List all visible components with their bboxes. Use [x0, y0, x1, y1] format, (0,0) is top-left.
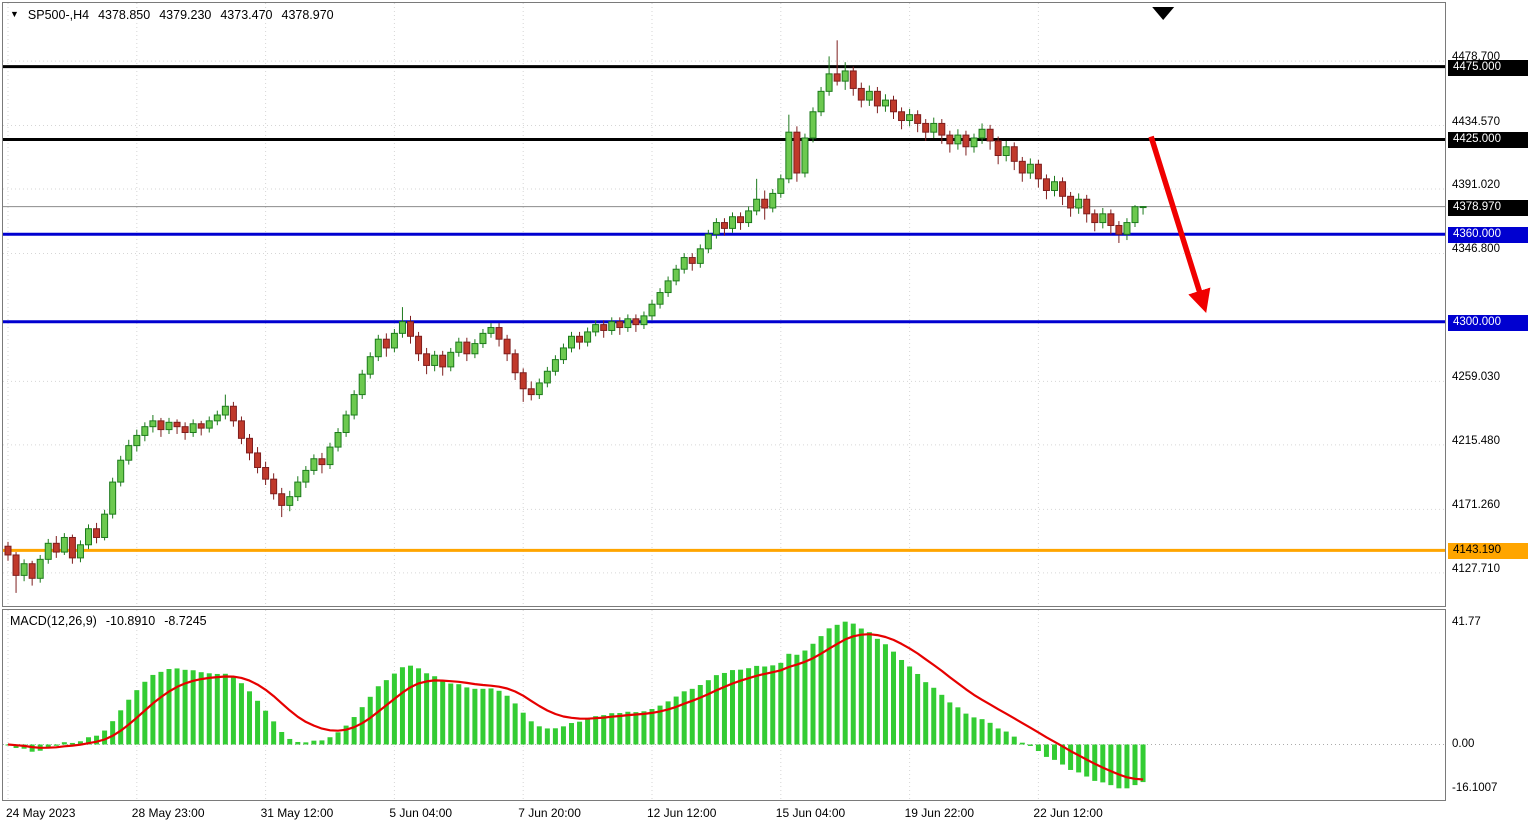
macd-signal-value: -8.7245 — [164, 614, 206, 628]
trend-arrow[interactable] — [1151, 137, 1203, 305]
price-grid-label: 4346.800 — [1452, 243, 1500, 255]
time-axis-label: 22 Jun 12:00 — [1033, 806, 1102, 820]
time-axis-label: 24 May 2023 — [6, 806, 75, 820]
ohlc-open-value: 4378.850 — [98, 8, 150, 22]
macd-zero-label: 0.00 — [1452, 738, 1474, 750]
price-grid-label: 4391.020 — [1452, 179, 1500, 191]
price-grid-label: 4171.260 — [1452, 499, 1500, 511]
sell-marker-icon — [1152, 7, 1174, 20]
time-axis-label: 7 Jun 20:00 — [518, 806, 581, 820]
trading-chart-window: ▼ SP500-,H4 4378.850 4379.230 4373.470 4… — [0, 0, 1528, 825]
macd-info-bar: MACD(12,26,9) -10.8910 -8.7245 — [10, 614, 207, 628]
macd-indicator-panel[interactable]: MACD(12,26,9) -10.8910 -8.7245 — [2, 609, 1446, 801]
price-level-badge: 4143.190 — [1448, 543, 1528, 559]
macd-max-label: 41.77 — [1452, 616, 1481, 628]
macd-histogram — [6, 622, 1146, 789]
time-axis-label: 5 Jun 04:00 — [389, 806, 452, 820]
candles — [5, 40, 1146, 593]
time-axis-label: 15 Jun 04:00 — [776, 806, 845, 820]
price-level-badge: 4300.000 — [1448, 315, 1528, 331]
macd-min-label: -16.1007 — [1452, 782, 1497, 794]
ohlc-low-value: 4373.470 — [220, 8, 272, 22]
price-level-badge: 4475.000 — [1448, 60, 1528, 76]
candlestick-chart[interactable] — [3, 3, 1445, 606]
chart-grid — [3, 3, 1445, 606]
symbol-info-bar: ▼ SP500-,H4 4378.850 4379.230 4373.470 4… — [10, 8, 334, 22]
price-grid-label: 4434.570 — [1452, 116, 1500, 128]
macd-main-value: -10.8910 — [106, 614, 155, 628]
price-chart-panel[interactable]: ▼ SP500-,H4 4378.850 4379.230 4373.470 4… — [2, 2, 1446, 607]
chart-dropdown-icon[interactable]: ▼ — [10, 9, 19, 19]
symbol-timeframe-label: SP500-,H4 — [28, 8, 89, 22]
price-level-badge: 4425.000 — [1448, 132, 1528, 148]
time-axis-label: 12 Jun 12:00 — [647, 806, 716, 820]
price-level-badge: 4360.000 — [1448, 227, 1528, 243]
time-axis-label: 19 Jun 22:00 — [905, 806, 974, 820]
ohlc-high-value: 4379.230 — [159, 8, 211, 22]
time-axis-label: 28 May 23:00 — [132, 806, 205, 820]
horizontal-level-lines — [3, 67, 1445, 551]
price-grid-label: 4259.030 — [1452, 371, 1500, 383]
time-axis-label: 31 May 12:00 — [261, 806, 334, 820]
price-axis[interactable]: 4478.7004434.5704391.0204346.8004259.030… — [1448, 0, 1528, 825]
ohlc-close-value: 4378.970 — [282, 8, 334, 22]
price-grid-label: 4127.710 — [1452, 563, 1500, 575]
macd-indicator-chart[interactable] — [3, 610, 1445, 800]
time-axis[interactable]: 24 May 2023 28 May 23:00 31 May 12:00 5 Jun… — [2, 804, 1446, 824]
macd-title-label: MACD(12,26,9) — [10, 614, 97, 628]
price-grid-label: 4215.480 — [1452, 435, 1500, 447]
current-price-badge: 4378.970 — [1448, 200, 1528, 216]
